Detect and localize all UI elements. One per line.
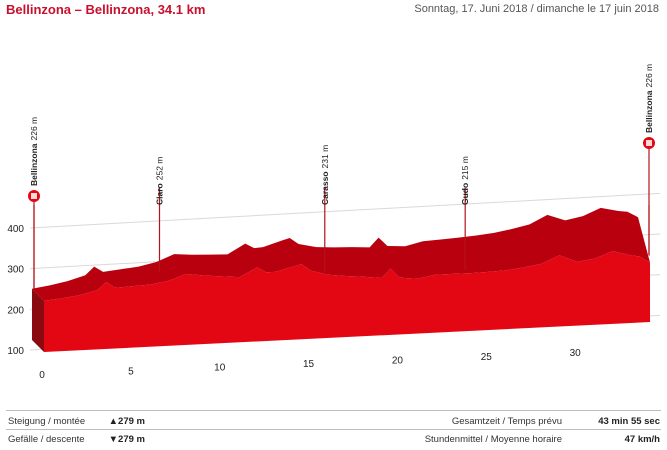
x-tick-label: 25 — [481, 352, 493, 363]
waypoint-altitude: 215 m — [460, 156, 470, 180]
waypoint-name: Gudo — [460, 183, 470, 205]
waypoint-altitude: 226 m — [644, 64, 654, 88]
waypoint-name: Bellinzona — [29, 143, 39, 186]
flag-glyph-icon — [646, 140, 652, 146]
waypoint-label: Claro 252 m — [155, 157, 165, 205]
y-tick-label: 400 — [7, 224, 24, 235]
waypoint-label: Bellinzona 226 m — [644, 64, 654, 133]
waypoint-altitude: 252 m — [155, 157, 165, 181]
profile-area — [44, 251, 650, 352]
profile-side-face — [32, 288, 44, 352]
waypoint-name: Carasso — [320, 171, 330, 205]
elevation-profile-chart: 100 200 300 400 0 5 10 15 20 25 30 Bellinzona 226 m C… — [7, 64, 661, 381]
climb-value: ▲279 m — [108, 416, 145, 427]
x-tick-label: 5 — [128, 366, 134, 377]
x-tick-label: 15 — [303, 359, 315, 370]
x-tick-label: 10 — [214, 363, 226, 374]
waypoint-label: Bellinzona 226 m — [29, 117, 39, 186]
grid-line — [29, 192, 661, 229]
total-time-value: 43 min 55 sec — [598, 416, 660, 427]
waypoint-label: Gudo 215 m — [460, 156, 470, 205]
footer-divider — [6, 429, 661, 430]
x-tick-label: 20 — [392, 355, 404, 366]
y-tick-label: 200 — [7, 305, 24, 316]
average-speed-label: Stundenmittel / Moyenne horaire — [424, 434, 562, 445]
stage-date: Sonntag, 17. Juni 2018 / dimanche le 17 … — [414, 3, 659, 15]
profile-ridge — [32, 207, 650, 301]
stage-title: Bellinzona – Bellinzona, 34.1 km — [6, 2, 206, 17]
average-speed-value: 47 km/h — [624, 434, 660, 445]
flag-glyph-icon — [31, 193, 37, 199]
total-time-label: Gesamtzeit / Temps prévu — [451, 416, 562, 427]
y-tick-label: 300 — [7, 265, 24, 276]
waypoint-label: Carasso 231 m — [320, 145, 330, 205]
waypoint-altitude: 226 m — [29, 117, 39, 141]
descent-value: ▼279 m — [108, 434, 145, 445]
climb-label: Steigung / montée — [8, 416, 86, 427]
descent-label: Gefälle / descente — [8, 434, 85, 445]
waypoint-altitude: 231 m — [320, 145, 330, 169]
waypoint-name: Claro — [155, 183, 165, 205]
x-tick-label: 30 — [570, 348, 582, 359]
footer-divider — [6, 410, 661, 411]
x-tick-label: 0 — [39, 370, 45, 381]
y-tick-label: 100 — [7, 346, 24, 357]
waypoint-name: Bellinzona — [644, 90, 654, 133]
